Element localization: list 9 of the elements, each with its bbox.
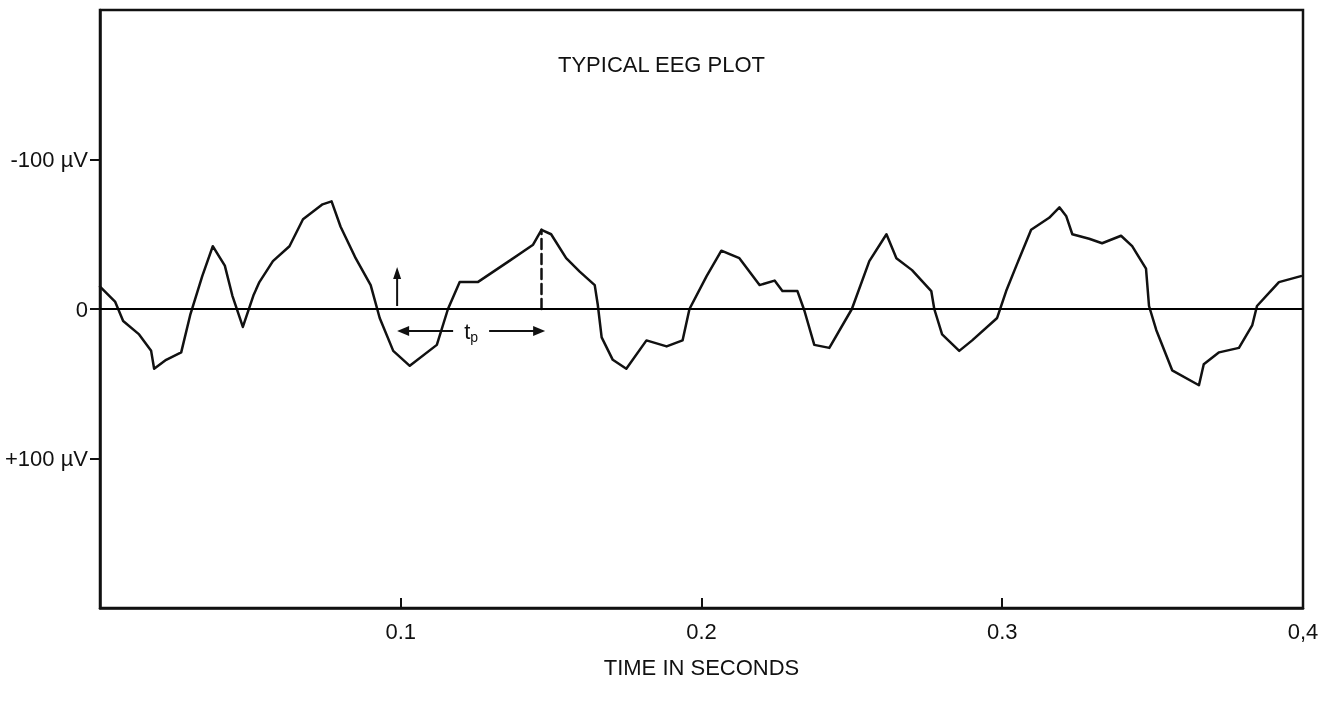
x-tick-label: 0,4 bbox=[1287, 618, 1319, 644]
y-tick-label: +100 µV bbox=[4, 446, 89, 471]
text: TYPICAL EEG PLOT bbox=[557, 51, 766, 77]
x-tick-label: 0.2 bbox=[686, 618, 717, 644]
x-tick-label: 0.3 bbox=[986, 618, 1018, 644]
y-tick-label: 0 bbox=[75, 296, 88, 322]
x-tick-label: 0.1 bbox=[385, 618, 417, 644]
x-axis-title: TIME IN SECONDS bbox=[603, 654, 800, 680]
y-tick-label: -100 µV bbox=[10, 147, 89, 172]
